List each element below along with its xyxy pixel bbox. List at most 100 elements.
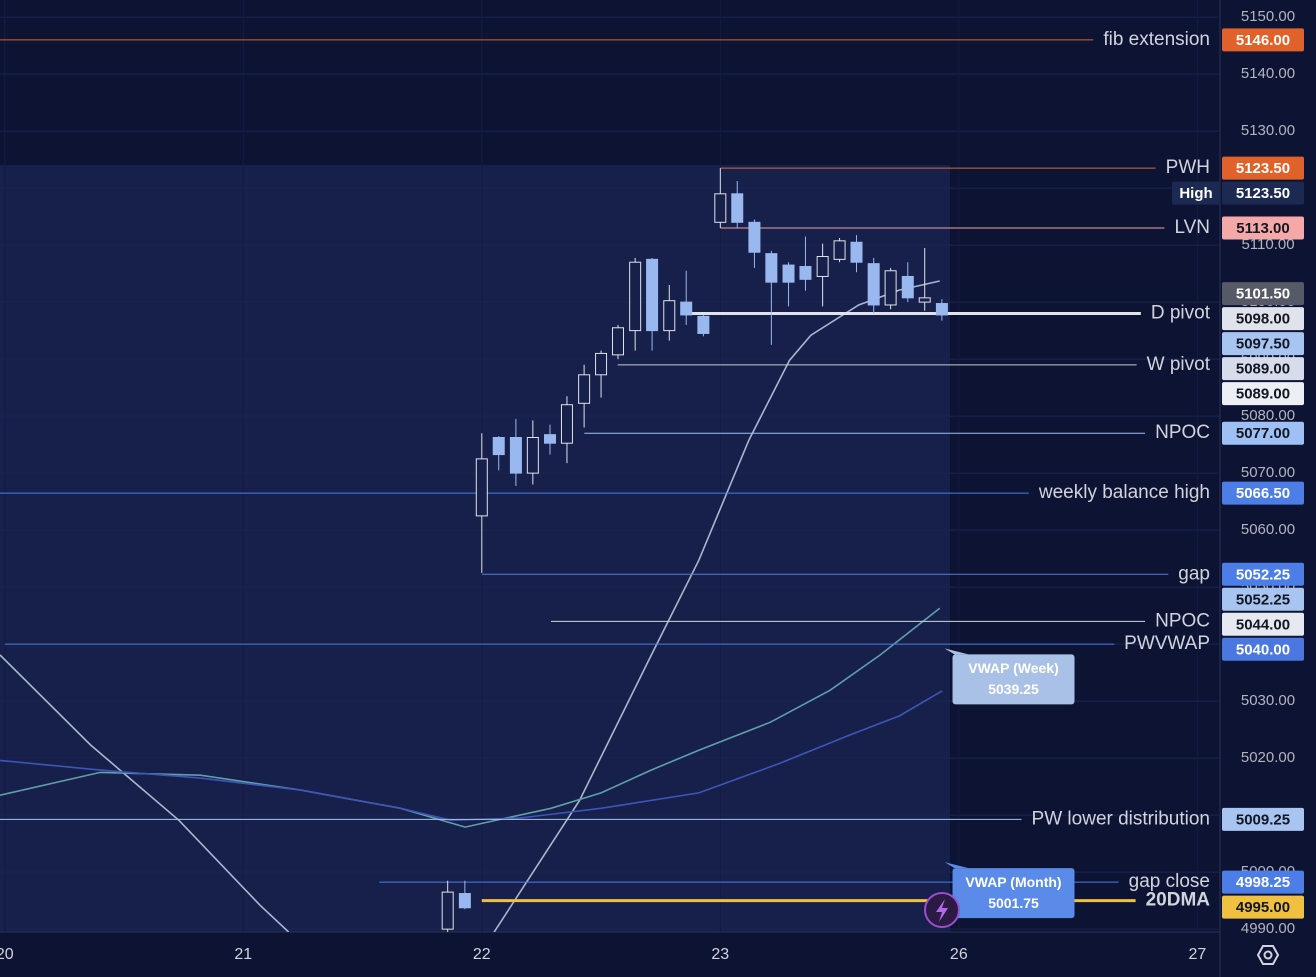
price-tag-note-label: High <box>1179 185 1212 202</box>
y-tick-label: 5110.00 <box>1241 236 1294 253</box>
callout-value: 5001.75 <box>988 895 1039 911</box>
level-label: PWVWAP <box>1124 633 1210 654</box>
price-tag <box>1222 282 1304 306</box>
price-tag <box>1222 421 1304 445</box>
candle-body <box>578 374 591 404</box>
candle-body <box>680 301 693 316</box>
price-tag-label: 5113.00 <box>1236 220 1289 237</box>
gear[interactable] <box>1256 945 1280 965</box>
y-tick-label: 5080.00 <box>1241 407 1295 424</box>
candle-body <box>935 303 948 316</box>
price-tag-note <box>1172 181 1220 205</box>
candle-body <box>458 893 471 909</box>
y-tick-label: 5060.00 <box>1241 521 1295 538</box>
candle-body <box>595 352 608 376</box>
candle-body <box>629 261 642 332</box>
y-tick-label: 5070.00 <box>1241 464 1295 481</box>
candle-body <box>901 275 914 299</box>
price-tag-label: 5077.00 <box>1236 425 1290 442</box>
price-tag <box>1222 807 1304 831</box>
candle-body <box>816 256 829 277</box>
callout-box <box>952 654 1075 705</box>
y-tick-label: 5030.00 <box>1241 692 1295 709</box>
level-label: NPOC <box>1155 610 1210 631</box>
price-tag <box>1222 181 1304 205</box>
level-label: NPOC <box>1155 422 1210 443</box>
candle-body <box>663 300 676 332</box>
candle-body <box>560 404 573 444</box>
price-tag-label: 5066.50 <box>1236 485 1290 502</box>
candle-body <box>884 270 897 306</box>
candle-body <box>782 264 795 283</box>
indicator-line <box>0 607 941 828</box>
price-tag-label: 5040.00 <box>1236 641 1290 658</box>
price-tag <box>1222 587 1304 611</box>
price-tag <box>1222 637 1304 661</box>
x-tick-label: 22 <box>473 946 491 963</box>
price-tag-label: 5101.50 <box>1236 286 1290 303</box>
level-label: LVN <box>1174 217 1210 238</box>
price-tag-label: 5009.25 <box>1236 811 1290 828</box>
price-tag-label: 5123.50 <box>1236 160 1290 177</box>
candle-body <box>697 315 710 334</box>
price-tag-label: 5146.00 <box>1236 32 1290 49</box>
price-tag-label: 5097.50 <box>1236 336 1290 353</box>
candle-body <box>765 253 778 283</box>
price-tag-label: 5052.25 <box>1236 591 1290 608</box>
callout-box <box>952 868 1075 919</box>
candle-body <box>833 240 846 260</box>
level-label: D pivot <box>1151 303 1211 324</box>
x-tick-label: 27 <box>1188 946 1206 963</box>
level-label: weekly balance high <box>1038 482 1210 503</box>
y-tick-label: 4990.00 <box>1241 920 1295 937</box>
icon-bolt <box>936 899 948 922</box>
candle-body <box>799 265 812 280</box>
price-tag <box>1222 481 1304 505</box>
candle-body <box>918 297 931 303</box>
settings-icon[interactable] <box>1256 945 1280 965</box>
y-tick-label: 5020.00 <box>1241 749 1295 766</box>
candle-body <box>646 258 659 332</box>
price-tag <box>1222 357 1304 381</box>
y-tick-label: 5150.00 <box>1241 8 1295 25</box>
level-label: gap <box>1178 563 1210 584</box>
level-label: PW lower distribution <box>1032 808 1210 829</box>
x-tick-label: 21 <box>234 946 252 963</box>
candle-body <box>475 458 488 517</box>
x-tick-label: 23 <box>711 946 729 963</box>
candle-body <box>526 436 539 474</box>
candle-body <box>509 436 522 474</box>
price-tag-label: 5089.00 <box>1236 361 1290 378</box>
price-tag <box>1222 28 1304 52</box>
price-tag-label: 5052.25 <box>1236 566 1290 583</box>
level-label: gap close <box>1129 871 1210 892</box>
price-tag <box>1222 562 1304 586</box>
session-highlight <box>0 165 950 932</box>
x-tick-label: 20 <box>0 946 14 963</box>
candle-body <box>731 193 744 223</box>
gear-hub[interactable] <box>1263 950 1273 960</box>
candle-body <box>441 891 454 930</box>
candle-body <box>492 436 505 456</box>
price-tag <box>1222 870 1304 894</box>
y-tick-label: 5140.00 <box>1241 65 1295 82</box>
level-label: W pivot <box>1147 354 1211 375</box>
price-tag-label: 5044.00 <box>1236 616 1290 633</box>
price-tag-label: 5089.00 <box>1236 386 1290 403</box>
candle-body <box>748 221 761 253</box>
price-tag <box>1222 895 1304 919</box>
level-label: 20DMA <box>1146 890 1211 911</box>
callout-title: VWAP (Week) <box>968 660 1059 676</box>
callout-pointer <box>944 648 969 655</box>
price-tag-label: 5123.50 <box>1236 185 1290 202</box>
price-tag <box>1222 307 1304 331</box>
price-tag <box>1222 216 1304 240</box>
price-tag-label: 4998.25 <box>1236 874 1290 891</box>
indicator-line <box>0 690 943 822</box>
price-tag <box>1222 612 1304 636</box>
x-tick-label: 26 <box>950 946 968 963</box>
candle-body <box>867 263 880 306</box>
overlay: 4990.005000.005010.005020.005030.005040.… <box>0 8 1304 963</box>
price-tag <box>1222 156 1304 180</box>
price-tag-label: 4995.00 <box>1236 899 1290 916</box>
